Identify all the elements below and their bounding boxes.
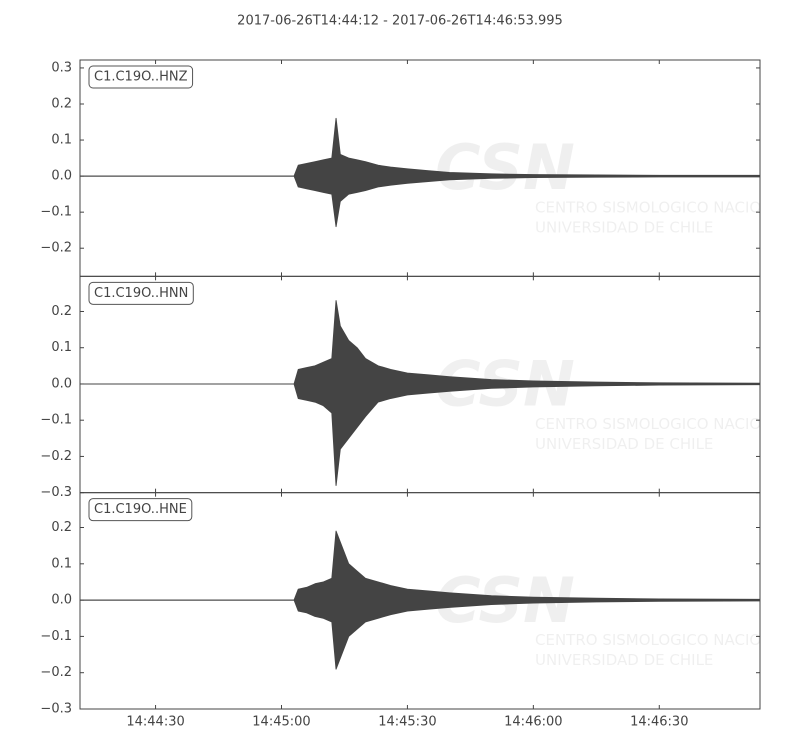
y-tick-label: 0.1 (51, 133, 72, 148)
y-tick-label: −0.1 (40, 629, 72, 644)
chart-title: 2017-06-26T14:44:12 - 2017-06-26T14:46:5… (237, 14, 563, 29)
y-tick-label: 0.2 (51, 96, 72, 111)
watermark-text: CENTRO SISMOLOGICO NACIONAL (535, 415, 792, 433)
x-tick-label: 14:45:00 (252, 715, 310, 730)
y-tick-label: 0.1 (51, 556, 72, 571)
y-tick-label: −0.2 (40, 665, 72, 680)
y-tick-label: 0.2 (51, 520, 72, 535)
axes-frame (79, 492, 761, 710)
trace-label-box (88, 281, 194, 305)
x-tick-label: 14:45:30 (378, 715, 436, 730)
y-tick-label: 0.0 (51, 169, 72, 184)
y-tick-label: −0.2 (40, 449, 72, 464)
trace-label: C1.C19O..HNN (94, 286, 188, 301)
y-tick-label: 0.2 (51, 304, 72, 319)
y-tick-label: 0.3 (51, 60, 72, 75)
y-tick-label: 0.1 (51, 340, 72, 355)
watermark-text: UNIVERSIDAD DE CHILE (535, 219, 713, 237)
watermark-text: CENTRO SISMOLOGICO NACIONAL (535, 631, 792, 649)
x-tick-label: 14:44:30 (126, 715, 184, 730)
y-tick-label: −0.1 (40, 205, 72, 220)
watermark-logo: CSN (435, 131, 575, 204)
trace-label: C1.C19O..HNE (94, 502, 187, 517)
waveform-envelope (79, 175, 761, 228)
waveform-envelope (79, 117, 761, 177)
trace-label-box (88, 65, 194, 89)
waveform-envelope (79, 530, 761, 601)
x-tick-label: 14:46:30 (630, 715, 688, 730)
trace-label-box (88, 498, 193, 522)
y-tick-label: −0.1 (40, 413, 72, 428)
watermark-text: CENTRO SISMOLOGICO NACIONAL (535, 199, 792, 217)
x-tick-label: 14:46:00 (504, 715, 562, 730)
watermark-text: UNIVERSIDAD DE CHILE (535, 651, 713, 669)
waveform-envelope (79, 300, 761, 385)
trace-label: C1.C19O..HNZ (94, 70, 188, 85)
waveform-envelope (79, 599, 761, 670)
y-tick-label: 0.0 (51, 376, 72, 391)
y-tick-label: 0.0 (51, 593, 72, 608)
y-tick-label: −0.2 (40, 241, 72, 256)
watermark-text: UNIVERSIDAD DE CHILE (535, 435, 713, 453)
y-tick-label: −0.3 (40, 702, 72, 717)
waveform-envelope (79, 383, 761, 486)
y-tick-label: −0.3 (40, 485, 72, 500)
